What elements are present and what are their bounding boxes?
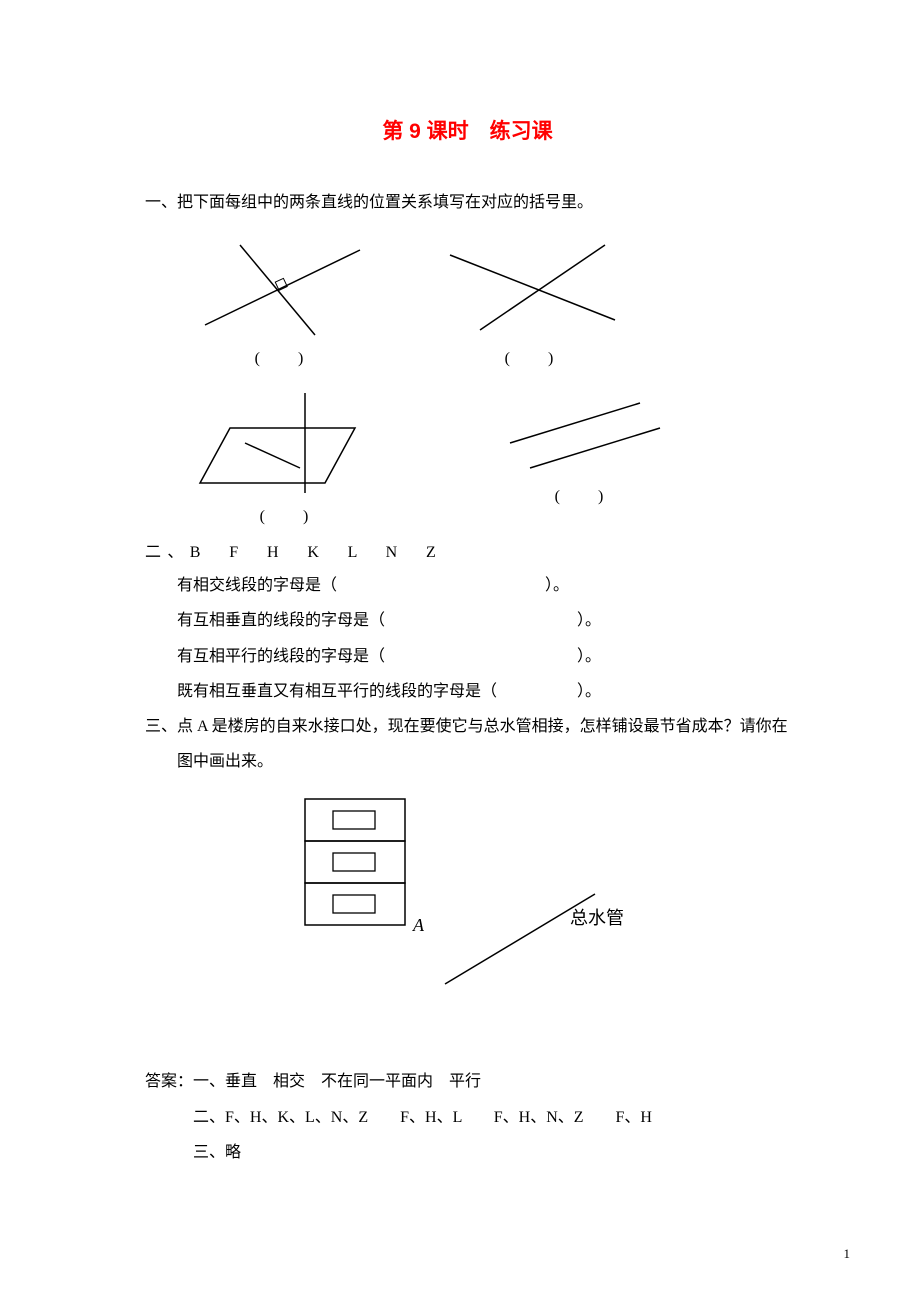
q2-prompt: 二、B F H K L N Z (145, 538, 790, 562)
q3-prompt-a: 三、点 A 是楼房的自来水接口处，现在要使它与总水管相接，怎样铺设最节省成本？请… (145, 709, 790, 744)
page-title: 第 9 课时 练习课 (145, 115, 790, 145)
q1-fig4-svg (485, 388, 675, 478)
q1-fig4-caption: ( ) (485, 482, 675, 506)
q1-fig2: ( ) (435, 230, 625, 368)
q1-fig1-svg (185, 230, 375, 340)
page: 第 9 课时 练习课 一、把下面每组中的两条直线的位置关系填写在对应的括号里。 … (0, 0, 920, 1302)
answers: 答案：一、垂直 相交 不在同一平面内 平行 二、F、H、K、L、N、Z F、H、… (145, 1064, 790, 1170)
q2-line1: 有相交线段的字母是（ ）。 (145, 568, 790, 603)
q1-fig3: ( ) (185, 388, 385, 526)
q1-fig1: ( ) (185, 230, 375, 368)
q1-prompt: 一、把下面每组中的两条直线的位置关系填写在对应的括号里。 (145, 185, 790, 220)
q2-line2: 有互相垂直的线段的字母是（ ）。 (145, 603, 790, 638)
q3-label-pipe: 总水管 (570, 908, 624, 928)
answer-1: 答案：一、垂直 相交 不在同一平面内 平行 (145, 1064, 790, 1099)
q2-line3: 有互相平行的线段的字母是（ ）。 (145, 639, 790, 674)
q1-fig2-svg (435, 230, 625, 340)
q1-fig3-caption: ( ) (185, 502, 385, 526)
q1-fig2-caption: ( ) (435, 344, 625, 368)
q1-row2: ( ) ( ) (185, 388, 790, 526)
q3-svg: A 总水管 (295, 789, 655, 989)
q3-label-A: A (412, 915, 425, 935)
answer-3: 三、略 (145, 1135, 790, 1170)
q1-fig1-caption: ( ) (185, 344, 375, 368)
q3-prompt-b: 图中画出来。 (145, 744, 790, 779)
q2-line4: 既有相互垂直又有相互平行的线段的字母是（ ）。 (145, 674, 790, 709)
q1-row1: ( ) ( ) (185, 230, 790, 368)
q1-fig4: ( ) (485, 388, 675, 526)
page-number: 1 (844, 1246, 851, 1262)
answer-2: 二、F、H、K、L、N、Z F、H、L F、H、N、Z F、H (145, 1100, 790, 1135)
q3-figure: A 总水管 (295, 789, 790, 994)
q1-fig3-svg (185, 388, 385, 498)
